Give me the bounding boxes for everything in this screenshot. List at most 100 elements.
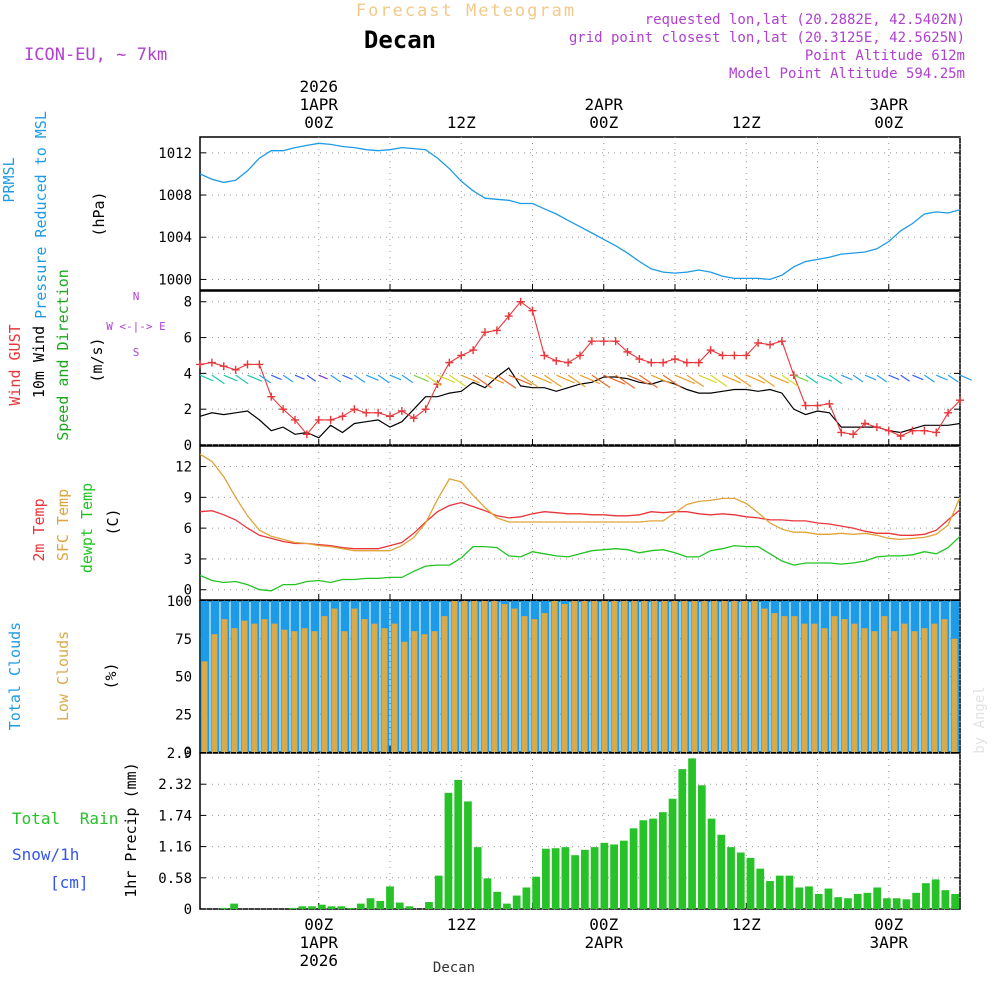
low-cloud-bar (671, 601, 678, 752)
wind-direction-arrow (496, 374, 517, 389)
wind-direction-arrow (520, 374, 539, 388)
gust-marker (421, 405, 430, 414)
gust-marker (849, 430, 858, 439)
rain-bar (629, 828, 638, 909)
rain-bar (444, 792, 453, 909)
wind-direction-arrow (282, 374, 294, 383)
low-cloud-bar (641, 601, 648, 752)
low-cloud-bar (461, 601, 468, 752)
low-cloud-bar (581, 601, 588, 752)
rain-bar (766, 881, 774, 909)
wind-ytick-label: 8 (184, 295, 192, 311)
wind-direction-arrow (852, 374, 864, 383)
wind-direction-arrow (651, 374, 672, 385)
low-cloud-bar (321, 616, 328, 752)
gust-marker (469, 346, 478, 355)
low-cloud-bar (911, 631, 918, 752)
gust-marker (457, 351, 466, 360)
clouds-unit: (%) (102, 662, 120, 689)
rain-bar (434, 875, 443, 909)
pressure-label-short: PRMSL (0, 157, 18, 202)
total-rain-label: Total Rain (12, 809, 118, 828)
gust-marker (350, 405, 359, 414)
rain-bar (941, 890, 950, 909)
low-cloud-bar (781, 616, 788, 752)
low-cloud-bar (561, 604, 568, 752)
rain-bar (347, 907, 355, 909)
wind-direction-arrow (235, 374, 249, 385)
wind-direction-arrow (259, 374, 271, 384)
gust-marker (920, 426, 929, 435)
wind-direction-arrow (959, 374, 973, 381)
wind-direction-arrow (912, 374, 924, 381)
wind-direction-arrow (211, 374, 225, 385)
low-cloud-bar (451, 601, 458, 752)
clouds-ytick-label: 25 (175, 707, 192, 723)
wind-direction-arrow (674, 374, 696, 385)
gust-marker (825, 399, 834, 408)
rain-bar (425, 902, 433, 909)
gust-marker (326, 415, 335, 424)
low-cloud-bar (811, 623, 818, 752)
wind-direction-arrow (579, 374, 601, 385)
top-time-label: 00Z (589, 113, 618, 132)
low-cloud-bar (491, 601, 498, 752)
wind-frame (199, 290, 961, 446)
low-cloud-bar (511, 608, 518, 752)
gust-marker (932, 428, 941, 437)
gust-marker (314, 415, 323, 424)
rain-bar (668, 798, 677, 909)
gust-marker (908, 426, 917, 435)
gust-marker (777, 337, 786, 346)
rain-bar (600, 842, 609, 909)
wind-direction-arrow (354, 374, 366, 383)
rain-bar (503, 903, 511, 909)
wind-direction-arrow (615, 374, 636, 389)
low-cloud-bar (531, 619, 538, 752)
low-cloud-bar (541, 613, 548, 752)
low-clouds-label: Low Clouds (54, 631, 72, 721)
top-time-label: 00Z (874, 113, 903, 132)
gust-marker (374, 408, 383, 417)
low-cloud-bar (931, 623, 938, 752)
gust-marker (872, 423, 881, 432)
wind-direction-arrow (544, 374, 562, 388)
gust-marker (730, 351, 739, 360)
rain-bar (454, 779, 463, 909)
wind-direction-arrow (401, 374, 414, 384)
wind-unit: (m/s) (88, 337, 106, 382)
low-cloud-bar (281, 629, 288, 752)
rain-bar (922, 883, 930, 909)
precip-unit: 1hr Precip (mm) (122, 762, 140, 897)
low-cloud-bar (501, 604, 508, 752)
watermark: by Angel (972, 686, 988, 753)
wind-direction-arrow (484, 374, 505, 384)
wind-direction-arrow (556, 374, 575, 384)
gust-marker (623, 347, 632, 356)
rain-bar (892, 898, 901, 909)
rain-bar (356, 903, 365, 909)
compass-north: N (133, 290, 140, 303)
dewpt-label: dewpt Temp (78, 483, 96, 573)
total-clouds-label: Total Clouds (6, 622, 24, 730)
wind-direction-arrow (472, 374, 492, 389)
rain-bar (814, 893, 823, 909)
low-cloud-bar (591, 601, 598, 752)
rain-bar (376, 900, 385, 909)
gust-marker (671, 355, 679, 364)
rain-bar (717, 834, 726, 909)
top-time-label: 3APR (869, 95, 908, 114)
rain-bar (395, 902, 404, 909)
pressure-ytick-label: 1000 (158, 272, 192, 288)
low-cloud-bar (801, 623, 808, 752)
rain-bar (464, 801, 472, 909)
pressure-frame (199, 136, 961, 291)
wind-ytick-label: 6 (184, 331, 192, 347)
wind-direction-arrow (425, 374, 442, 387)
snow-label: Snow/1h (12, 845, 79, 864)
low-cloud-bar (851, 623, 858, 752)
rain-bar (883, 898, 891, 909)
gust-marker (338, 412, 347, 421)
gust-marker (445, 358, 454, 367)
gust-marker (837, 428, 846, 437)
